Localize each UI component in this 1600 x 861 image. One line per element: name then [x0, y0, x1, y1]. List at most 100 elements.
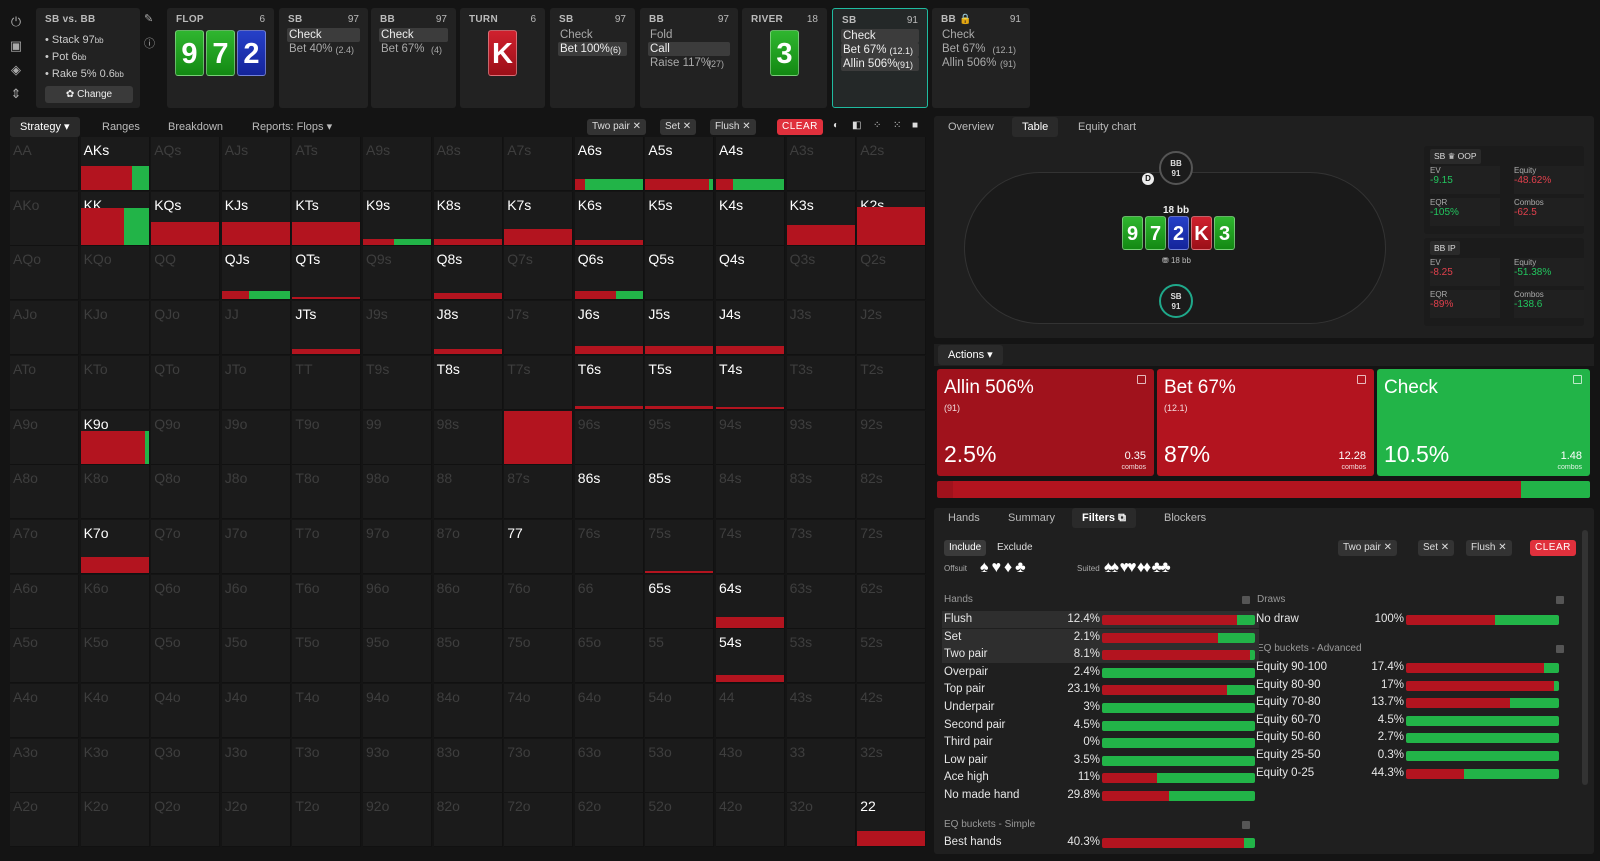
hand-category-row[interactable]: Two pair 8.1% — [942, 646, 1259, 664]
hands-collapse-icon[interactable] — [1242, 596, 1250, 604]
hand-cell[interactable]: K9o — [80, 410, 150, 465]
hand-cell[interactable]: 76o — [504, 574, 574, 629]
hand-cell[interactable]: J3o — [221, 738, 291, 793]
hand-cell[interactable]: T7o — [292, 519, 362, 574]
hand-cell[interactable]: KJo — [80, 301, 150, 356]
actions-dropdown[interactable]: Actions ▾ — [938, 345, 1003, 365]
hand-cell[interactable]: 87o — [433, 519, 503, 574]
hand-cell[interactable]: 85s — [645, 465, 715, 520]
hand-category-row[interactable]: Equity 0-25 44.3% — [1254, 765, 1563, 782]
hand-cell[interactable]: K4s — [716, 191, 785, 246]
hand-cell[interactable]: QQ — [151, 246, 221, 301]
edit-icon[interactable]: ✎ — [144, 13, 154, 25]
tab-blockers[interactable]: Blockers — [1164, 512, 1207, 524]
action-option[interactable]: Bet 67% (12.1) — [942, 43, 1016, 55]
hand-category-row[interactable]: No draw 100% — [1254, 611, 1563, 628]
hand-cell[interactable]: J5o — [221, 629, 291, 684]
street-sb2[interactable]: SB 97 Check Bet 100% (6) — [550, 8, 635, 108]
hand-cell[interactable]: T3s — [786, 355, 856, 410]
heart-icon[interactable]: ♥ — [991, 559, 1004, 576]
hand-cell[interactable]: AJo — [10, 301, 79, 356]
hand-cell[interactable]: 63s — [786, 574, 856, 629]
hand-cell[interactable]: QJo — [151, 301, 221, 356]
tab-summary[interactable]: Summary — [1008, 512, 1056, 524]
hand-cell[interactable]: ATs — [292, 137, 362, 191]
hand-cell[interactable]: Q6s — [574, 246, 644, 301]
hand-cell[interactable]: A3s — [786, 137, 856, 191]
include-toggle[interactable]: Include — [944, 540, 987, 556]
hand-cell[interactable]: AQs — [151, 137, 221, 191]
hand-cell[interactable]: T5s — [645, 355, 715, 410]
hand-category-row[interactable]: Equity 25-50 0.3% — [1254, 747, 1563, 764]
hand-cell[interactable]: T5o — [292, 629, 362, 684]
hand-cell[interactable]: 52o — [645, 793, 715, 848]
hand-category-row[interactable]: Low pair 3.5% — [942, 752, 1259, 769]
hand-cell[interactable]: 53o — [645, 738, 715, 793]
hand-cell[interactable]: 62s — [857, 574, 927, 629]
hand-cell[interactable]: Q3s — [786, 246, 856, 301]
tab-overview[interactable]: Overview — [948, 121, 994, 133]
expand-icon[interactable] — [1137, 375, 1146, 384]
text-height-icon[interactable]: ⇕ — [10, 86, 22, 101]
filter-chip-two-pair[interactable]: Two pair ✕ — [587, 119, 646, 135]
hand-cell[interactable]: K2o — [80, 793, 150, 848]
action-option[interactable]: Allin 506% (91) — [841, 57, 919, 71]
hand-cell[interactable]: T6s — [574, 355, 644, 410]
action-option[interactable]: Check — [560, 29, 593, 41]
hand-filter-clear-button[interactable]: CLEAR — [1530, 540, 1576, 556]
hand-cell[interactable]: 92s — [857, 410, 927, 465]
hand-cell[interactable]: 75s — [645, 519, 715, 574]
hand-cell[interactable]: J4o — [221, 684, 291, 738]
action-card-0[interactable]: Allin 506% (91) 2.5% 0.35 combos — [937, 369, 1154, 476]
hand-cell[interactable]: K8s — [433, 191, 503, 246]
hand-cell[interactable]: AKo — [10, 191, 79, 246]
offsuit-suits[interactable]: ♠♥♦♣ — [980, 559, 1029, 577]
hand-cell[interactable]: JTo — [221, 355, 291, 410]
street-turn[interactable]: TURN 6 K — [460, 8, 545, 108]
hand-cell[interactable]: T2o — [292, 793, 362, 848]
hand-cell[interactable]: KK — [80, 191, 150, 246]
hand-cell[interactable]: KQo — [80, 246, 150, 301]
hand-cell[interactable]: T7s — [504, 355, 574, 410]
hand-cell[interactable]: 98s — [433, 410, 503, 465]
hand-cell[interactable]: 52s — [857, 629, 927, 684]
hand-filter-chip-set[interactable]: Set ✕ — [1418, 540, 1455, 556]
hand-cell[interactable]: KTs — [292, 191, 362, 246]
diamond-icon[interactable]: ♦ — [1004, 559, 1016, 576]
hand-cell[interactable]: A6o — [10, 574, 79, 629]
tab-reports[interactable]: Reports: Flops ▾ — [252, 121, 333, 133]
hand-cell[interactable]: 96s — [574, 410, 644, 465]
hand-cell[interactable]: K7s — [504, 191, 574, 246]
hand-cell[interactable]: 42s — [857, 684, 927, 738]
eq-advanced-collapse-icon[interactable] — [1556, 645, 1564, 653]
hand-cell[interactable]: 64s — [716, 574, 785, 629]
hand-cell[interactable]: 84o — [433, 684, 503, 738]
hand-category-row[interactable]: Equity 60-70 4.5% — [1254, 712, 1563, 729]
hand-cell[interactable]: K9s — [363, 191, 432, 246]
hand-category-row[interactable]: Ace high 11% — [942, 769, 1259, 786]
hand-cell[interactable]: K6o — [80, 574, 150, 629]
action-option[interactable]: Check — [379, 28, 448, 42]
hand-category-row[interactable]: Equity 90-100 17.4% — [1254, 659, 1563, 676]
save-icon[interactable]: ▣ — [9, 38, 23, 53]
street-river[interactable]: RIVER 18 3 — [742, 8, 827, 108]
hand-cell[interactable]: 65s — [645, 574, 715, 629]
action-option[interactable]: Check — [841, 29, 919, 43]
hand-cell[interactable]: K5o — [80, 629, 150, 684]
hand-cell[interactable]: 43o — [716, 738, 785, 793]
clear-filters-button[interactable]: CLEAR — [777, 119, 823, 135]
hand-cell[interactable]: Q7s — [504, 246, 574, 301]
filter-chip-set[interactable]: Set ✕ — [660, 119, 697, 135]
hand-cell[interactable]: 65o — [574, 629, 644, 684]
hand-cell[interactable]: JTs — [292, 301, 362, 356]
hand-cell[interactable]: J2s — [857, 301, 927, 356]
hand-cell[interactable]: A6s — [574, 137, 644, 191]
hand-cell[interactable]: A5s — [645, 137, 715, 191]
hand-cell[interactable]: KJs — [221, 191, 291, 246]
action-option[interactable]: Bet 67% (12.1) — [841, 43, 919, 57]
view-mode-icon-5[interactable]: ■ — [912, 120, 919, 131]
action-option[interactable]: Bet 40% (2.4) — [289, 43, 354, 55]
hand-cell[interactable]: J4s — [716, 301, 785, 356]
hand-cell[interactable]: A4s — [716, 137, 785, 191]
hand-cell[interactable]: T4o — [292, 684, 362, 738]
